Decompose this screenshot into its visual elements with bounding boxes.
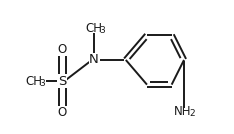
Text: NH: NH: [173, 105, 191, 118]
Text: S: S: [58, 75, 66, 88]
Text: 3: 3: [40, 79, 45, 88]
Text: CH: CH: [86, 22, 102, 35]
Text: O: O: [58, 106, 67, 119]
Text: CH: CH: [26, 75, 43, 88]
Text: O: O: [58, 43, 67, 56]
Text: 3: 3: [100, 26, 106, 35]
Text: N: N: [89, 53, 99, 66]
Text: 2: 2: [190, 109, 195, 118]
